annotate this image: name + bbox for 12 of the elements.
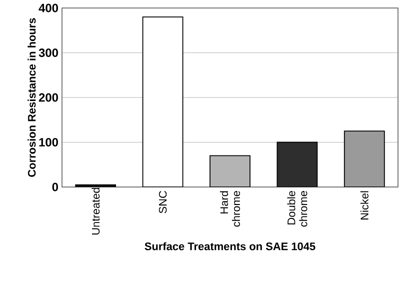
x-axis-title: Surface Treatments on SAE 1045 [144,242,316,250]
x-tick-label: Double chrome [287,191,308,227]
y-tick-label: 200 [38,93,58,102]
y-tick-label: 300 [38,48,58,57]
y-axis-title: Corrosion Resistance in hours [28,18,36,177]
y-tick-label: 100 [39,138,58,146]
x-tick-label: Nickel [360,191,368,220]
x-tick-label: SNC [158,190,167,214]
y-tick-label: 400 [38,4,58,12]
y-tick-label: 0 [52,182,58,192]
x-tick-label: Untreated [92,188,100,235]
x-tick-label: Hard chrome [220,191,240,227]
